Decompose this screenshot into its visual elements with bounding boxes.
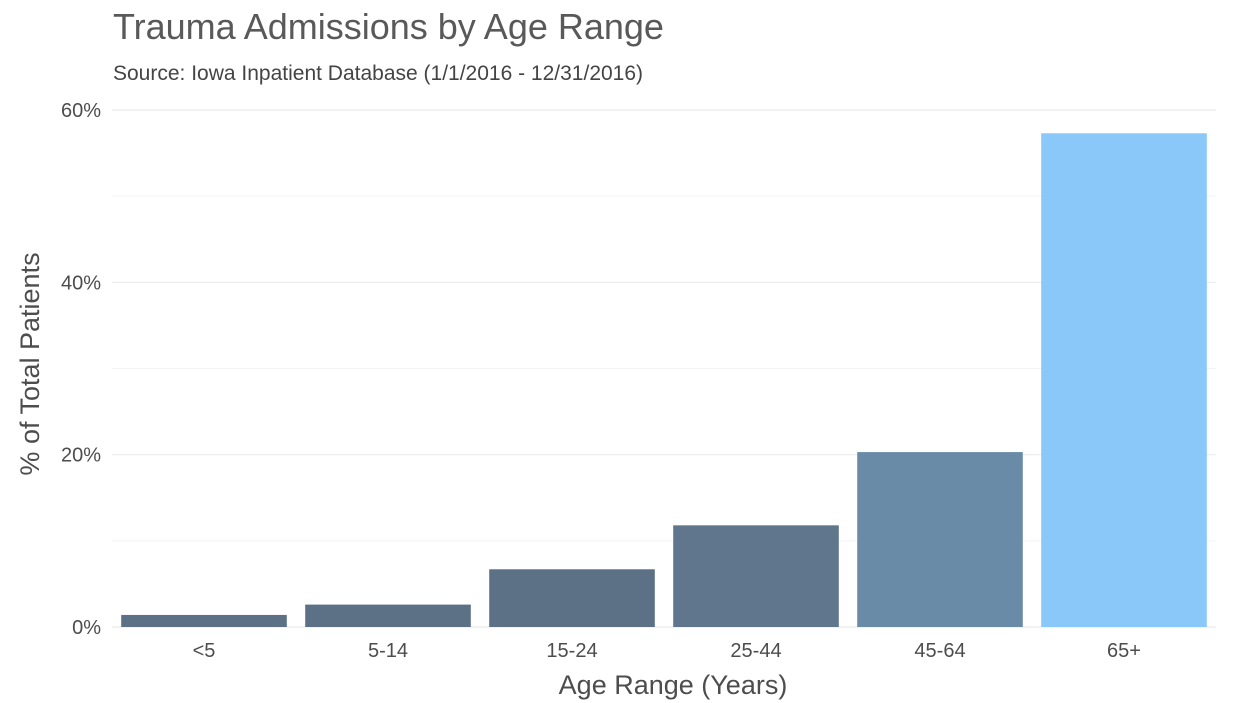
grid-lines — [112, 109, 1216, 628]
bars — [121, 133, 1207, 627]
bar-2 — [489, 569, 655, 627]
x-tick-label: 5-14 — [368, 640, 408, 662]
y-tick-label: 0% — [72, 617, 101, 639]
chart-subtitle: Source: Iowa Inpatient Database (1/1/201… — [113, 62, 644, 85]
x-tick-label: 15-24 — [546, 640, 597, 662]
y-axis-ticks: 0% 20% 40% 60% — [61, 100, 101, 639]
x-axis-title: Age Range (Years) — [559, 670, 788, 700]
chart-title: Trauma Admissions by Age Range — [113, 6, 664, 47]
y-tick-label: 60% — [61, 100, 101, 122]
y-tick-label: 20% — [61, 445, 101, 467]
x-tick-label: 25-44 — [730, 640, 781, 662]
x-tick-label: 45-64 — [914, 640, 965, 662]
y-axis-title: % of Total Patients — [15, 252, 45, 475]
bar-1 — [305, 604, 471, 627]
x-axis-ticks: <5 5-14 15-24 25-44 45-64 65+ — [193, 640, 1141, 662]
x-tick-label: <5 — [193, 640, 216, 662]
bar-4 — [857, 452, 1023, 627]
x-tick-label: 65+ — [1107, 640, 1141, 662]
y-tick-label: 40% — [61, 272, 101, 294]
bar-5 — [1041, 133, 1207, 627]
bar-0 — [121, 614, 287, 627]
bar-3 — [673, 525, 839, 627]
